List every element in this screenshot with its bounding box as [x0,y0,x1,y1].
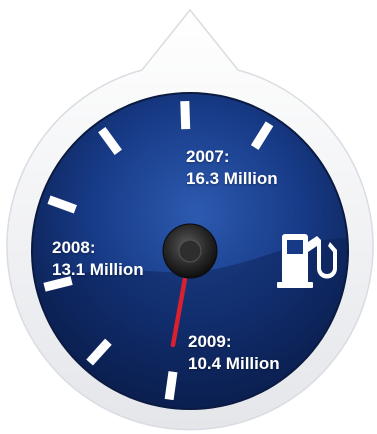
reading-value: 13.1 Million [52,260,144,279]
reading-year: 2007: [186,147,230,166]
tick-mark [164,371,178,401]
tick-mark [43,276,73,292]
tick-mark [180,100,191,130]
reading-2009: 2009: 10.4 Million [188,331,280,375]
tick-mark [47,195,77,214]
tick-mark [250,121,274,150]
reading-2007: 2007: 16.3 Million [186,146,278,190]
needle-hub-inner [178,239,202,263]
fuel-pump-icon [277,234,337,288]
tick-mark [98,126,122,155]
reading-value: 10.4 Million [188,354,280,373]
reading-year: 2008: [52,238,96,257]
tick-marks [43,100,274,401]
tick-mark [86,338,112,366]
reading-year: 2009: [188,332,232,351]
dial-rim [31,92,349,410]
reading-2008: 2008: 13.1 Million [52,237,144,281]
reading-value: 16.3 Million [186,169,278,188]
